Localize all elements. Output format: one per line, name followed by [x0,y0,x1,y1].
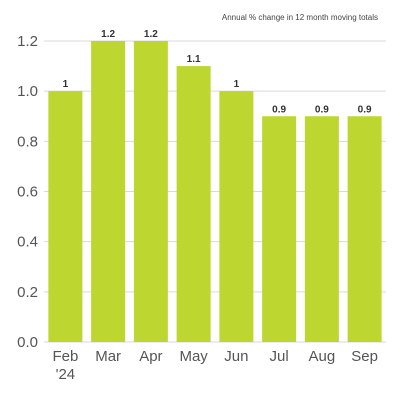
data-label: 1 [234,79,240,90]
chart-annotation: Annual % change in 12 month moving total… [222,13,378,22]
y-tick-label: 0.0 [17,334,38,351]
y-tick-label: 1.2 [17,33,38,50]
y-tick-label: 0.2 [17,284,38,301]
x-tick-label: Aug [309,348,336,365]
data-label: 0.9 [272,104,286,115]
x-tick-label: Sep [351,348,378,365]
y-tick-label: 0.8 [17,133,38,150]
y-axis-tick-labels: 0.0 0.2 0.4 0.6 0.8 1.0 1.2 [17,33,38,351]
bar [262,116,297,342]
x-tick-label: May [179,348,208,365]
data-label: 1.1 [187,54,201,65]
x-tick-label: Apr [139,348,162,365]
data-label: 1.2 [101,29,115,40]
bar [347,116,382,342]
data-label: 0.9 [358,104,372,115]
bar [91,41,126,342]
bar [304,116,339,342]
data-label: 0.9 [315,104,329,115]
data-label: 1.2 [144,29,158,40]
bar [133,41,168,342]
y-tick-label: 1.0 [17,83,38,100]
x-axis-tick-labels: Feb'24 Mar Apr May Jun Jul Aug Sep [52,348,378,383]
bar [219,91,254,343]
bar [176,66,211,342]
bars [48,41,382,343]
x-tick-label: Mar [95,348,121,365]
y-tick-label: 0.6 [17,184,38,201]
x-tick-label: Feb [52,348,78,365]
bar [48,91,83,343]
x-tick-label: Jul [270,348,289,365]
x-tick-sublabel: '24 [56,366,76,383]
y-tick-label: 0.4 [17,234,38,251]
data-label: 1 [63,79,69,90]
x-tick-label: Jun [224,348,248,365]
data-labels: 1 1.2 1.2 1.1 1 0.9 0.9 0.9 [63,29,372,115]
